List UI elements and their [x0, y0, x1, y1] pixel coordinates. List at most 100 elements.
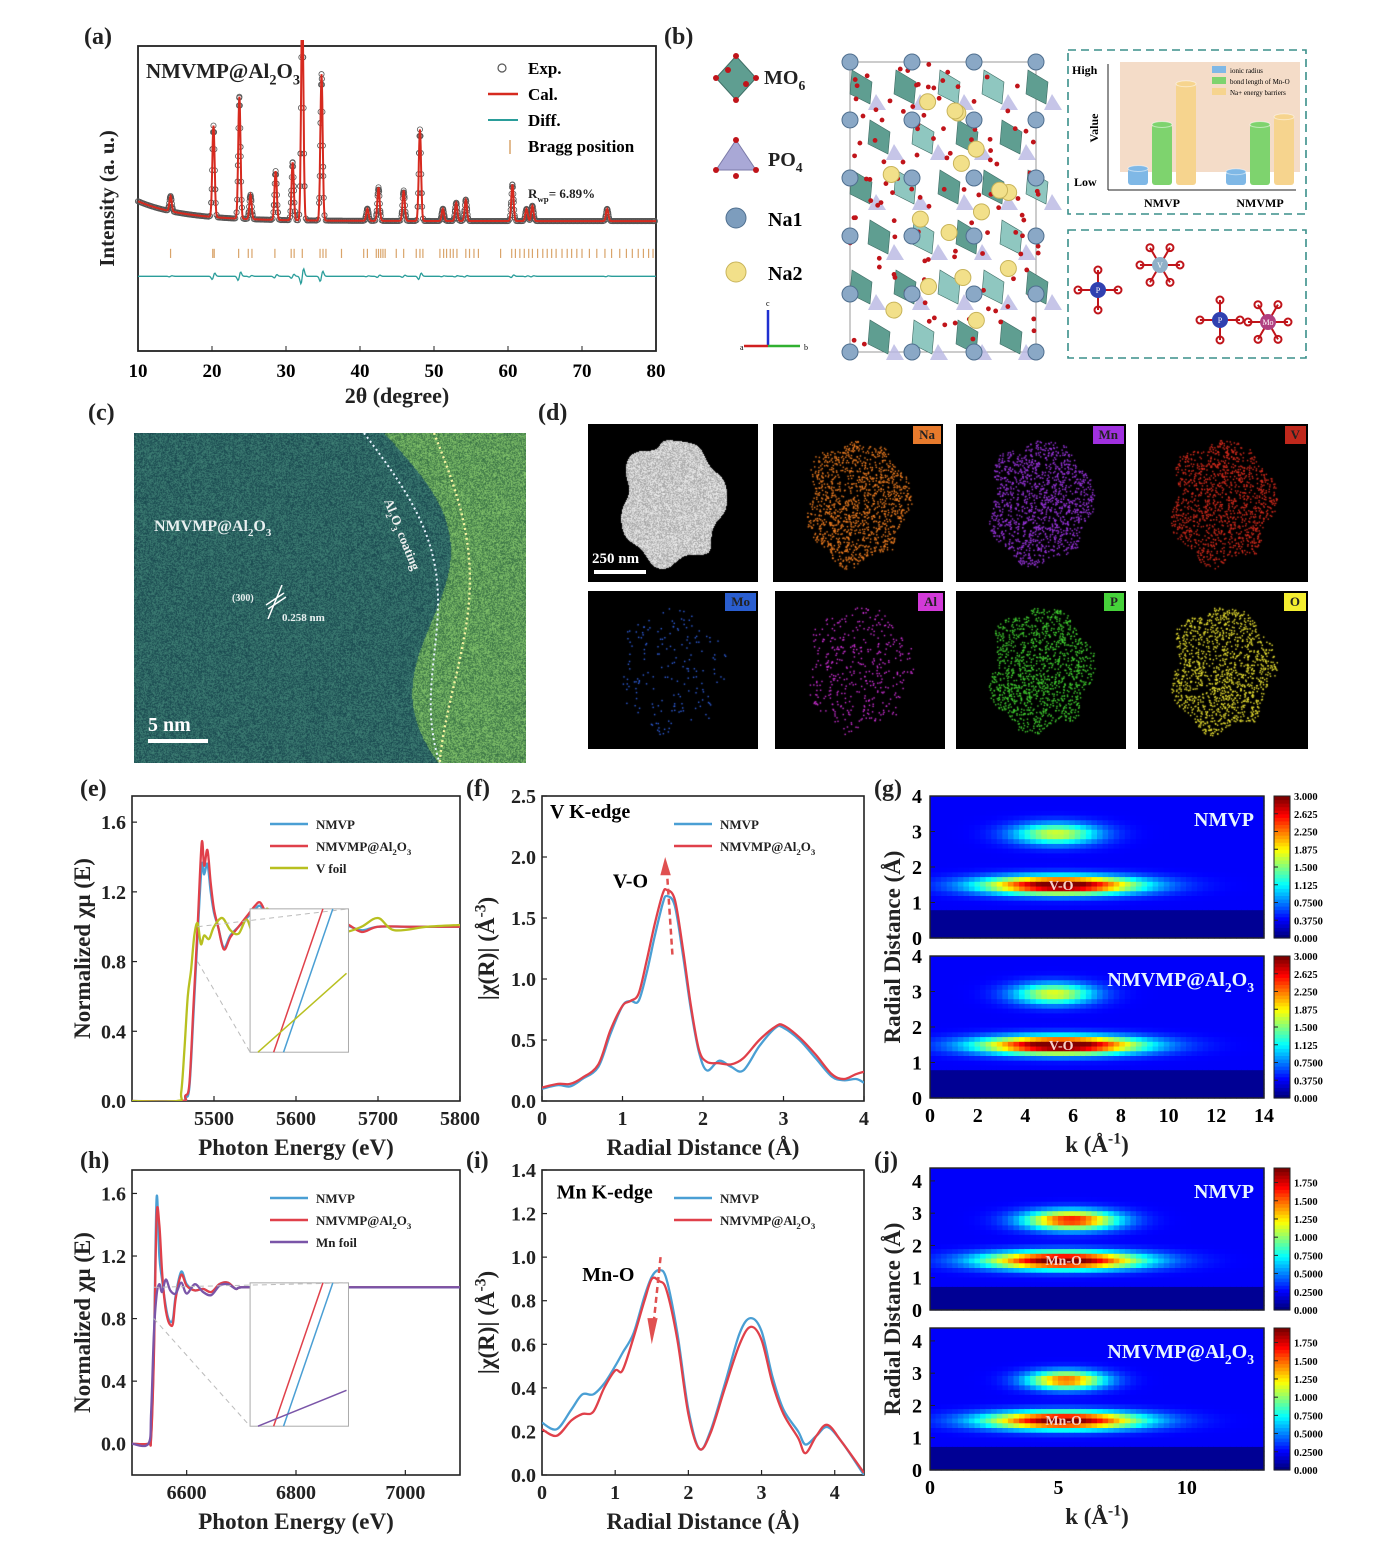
inset-ytick-low: Low — [1074, 175, 1097, 189]
heatmap-cell — [1069, 1088, 1076, 1094]
inset-line — [282, 908, 334, 1053]
heatmap-cell — [941, 970, 948, 976]
heatmap-cell — [1119, 1031, 1126, 1038]
heatmap-cell — [1113, 923, 1120, 930]
heatmap-cell — [1213, 800, 1221, 807]
heatmap-cell — [1141, 1027, 1148, 1033]
heatmap-cell — [1080, 876, 1087, 882]
heatmap-cell — [1163, 805, 1170, 811]
heatmap-cell — [957, 881, 964, 887]
inset-ylabel: Value — [1087, 113, 1101, 143]
heatmap-cell — [957, 914, 964, 920]
heatmap-cell — [1130, 1012, 1137, 1019]
coating-label: Al2​O3​ coating — [379, 497, 424, 574]
heatmap-cell — [1247, 1069, 1254, 1075]
heatmap-cell — [980, 843, 987, 849]
heatmap-cell — [1230, 810, 1237, 816]
heatmap-cell — [1080, 805, 1087, 811]
heatmap-cell — [1180, 1045, 1187, 1052]
oxygen-atom — [1273, 300, 1283, 310]
heatmap-cell — [1252, 876, 1260, 882]
heatmap-cell — [1052, 1027, 1059, 1033]
heatmap-cell — [1030, 1064, 1037, 1071]
heatmap-cell — [1202, 848, 1209, 854]
heatmap-cell — [1002, 819, 1009, 825]
heatmap-cell — [1119, 867, 1126, 873]
heatmap-cell — [1213, 1069, 1221, 1075]
heatmap-cell — [1241, 1003, 1248, 1009]
heatmap-cell — [1019, 1064, 1026, 1071]
heatmap-cell — [974, 984, 981, 990]
oxygen-atom — [1073, 285, 1083, 295]
heatmap-cell — [1108, 810, 1115, 816]
heatmap-cell — [1046, 970, 1054, 976]
heatmap-cell — [1035, 1050, 1042, 1056]
heatmap-cell — [1007, 923, 1015, 930]
heatmap-cell — [1102, 993, 1109, 1000]
heatmap-cell — [1013, 933, 1020, 939]
heatmap-cell — [1074, 848, 1081, 854]
heatmap-cell — [1024, 1064, 1031, 1071]
colorbar-tick-label: 0.3750 — [1294, 916, 1323, 927]
heatmap-cell — [1030, 814, 1037, 821]
heatmap-cell — [1219, 824, 1226, 830]
heatmap-cell — [1102, 838, 1109, 844]
heatmap-cell — [991, 800, 998, 807]
heatmap-cell — [1124, 867, 1131, 873]
heatmap-cell — [1163, 900, 1170, 906]
heatmap-cell — [968, 895, 976, 901]
heatmap-cell — [1063, 890, 1070, 896]
heatmap-cell — [1158, 1012, 1165, 1019]
heatmap-cell — [980, 909, 987, 915]
heatmap-cell — [980, 895, 987, 901]
heatmap-cell — [1225, 796, 1232, 802]
heatmap-cell — [963, 857, 970, 863]
heatmap-cell — [980, 814, 987, 821]
heatmap-cell — [1186, 1055, 1193, 1061]
heatmap-cell — [1241, 919, 1248, 925]
heatmap-cell — [1225, 1027, 1232, 1033]
heatmap-cell — [968, 829, 976, 835]
heatmap-cell — [1230, 1041, 1237, 1047]
heatmap-cell — [946, 805, 953, 811]
colorbar-segment — [1274, 963, 1290, 968]
heatmap-cell — [1152, 956, 1159, 962]
oxygen-atom — [1005, 108, 1011, 114]
heatmap-cell — [941, 819, 948, 825]
oxygen-atom — [1021, 217, 1027, 223]
heatmap-cell — [1208, 974, 1215, 981]
heatmap-cell — [1258, 919, 1265, 925]
heatmap-cell — [1180, 1088, 1187, 1094]
heatmap-cell — [1124, 989, 1131, 995]
heatmap-cell — [1230, 833, 1237, 840]
heatmap-cell — [1113, 919, 1120, 925]
heatmap-cell — [1236, 1045, 1243, 1052]
heatmap-cell — [1080, 914, 1087, 920]
heatmap-cell — [968, 914, 976, 920]
heatmap-cell — [1163, 838, 1170, 844]
heatmap-cell — [1147, 904, 1154, 911]
heatmap-cell — [1013, 881, 1020, 887]
heatmap-cell — [1041, 1069, 1048, 1075]
colorbar-segment — [1274, 810, 1290, 815]
heatmap-cell — [1046, 919, 1054, 925]
heatmap-cell — [1247, 796, 1254, 802]
colorbar-segment — [1274, 856, 1290, 861]
heatmap-cell — [952, 796, 959, 802]
heatmap-cell — [1024, 1027, 1031, 1033]
heatmap-cell — [1158, 1050, 1165, 1056]
heatmap-cell — [1213, 970, 1221, 976]
colorbar-segment — [1274, 959, 1290, 964]
heatmap-cell — [952, 838, 959, 844]
heatmap-cell — [1252, 989, 1260, 995]
colorbar-segment — [1274, 1023, 1290, 1028]
heatmap-cell — [1124, 900, 1131, 906]
heatmap-cell — [1158, 970, 1165, 976]
heatmap-cell — [1247, 1055, 1254, 1061]
heatmap-cell — [935, 796, 942, 802]
heatmap-cell — [1247, 824, 1254, 830]
heatmap-cell — [980, 867, 987, 873]
heatmap-cell — [1052, 1064, 1059, 1071]
heatmap-cell — [1236, 796, 1243, 802]
heatmap-cell — [957, 1041, 964, 1047]
